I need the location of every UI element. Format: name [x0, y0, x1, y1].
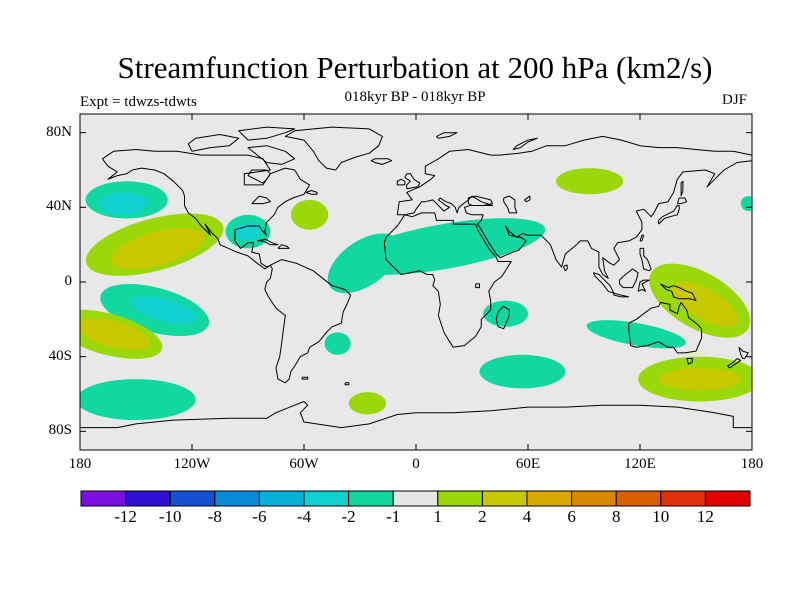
coastline-black-sea	[467, 195, 493, 206]
lon-label: 60E	[515, 456, 541, 472]
anomaly-tasman-pos-inner	[658, 367, 741, 391]
colorbar-label: -10	[158, 507, 182, 526]
season-label: DJF	[722, 92, 748, 108]
coastline-lake-victoria	[475, 283, 480, 289]
coastline-great-lakes	[251, 195, 271, 205]
lat-label: 80S	[48, 422, 72, 439]
colorbar-label: 10	[652, 507, 670, 526]
axis-ticks	[79, 114, 753, 450]
anomaly-wpac-pos-inner	[672, 281, 739, 328]
coastline-new-guinea	[660, 283, 697, 302]
coastline-africa	[383, 212, 512, 348]
coastline-japan	[658, 205, 680, 225]
colorbar-label: -1	[386, 507, 401, 526]
anomaly-npac-neg-inner	[98, 192, 148, 215]
anomaly-madag-neg	[483, 300, 528, 327]
coastline-sumatra	[592, 272, 615, 294]
coastline-madagascar	[495, 305, 510, 330]
anomaly-layer	[80, 168, 752, 421]
anomaly-spac-high-neg	[80, 379, 196, 421]
coastline-aral	[523, 195, 531, 203]
coastline-new-zealand-south	[727, 358, 742, 369]
coastline-caspian	[503, 195, 518, 214]
anomaly-natl-pos	[290, 199, 329, 230]
anomaly-dateline-neg	[740, 196, 752, 212]
lon-label: 120E	[624, 456, 656, 472]
coastline-borneo	[619, 268, 639, 289]
plot-subtitle: 018kyr BP - 018kyr BP	[344, 89, 486, 105]
coastline-tasmania	[686, 358, 693, 365]
anomaly-satl-neg	[324, 332, 351, 355]
anomaly-io-neg	[479, 354, 566, 389]
lon-label: 180	[740, 456, 764, 472]
coastline-greenland	[284, 126, 383, 171]
lon-label: 120W	[173, 456, 211, 472]
coastline-newfoundland	[305, 190, 318, 195]
coastline-hudson-shape	[247, 169, 271, 184]
coastline-britain	[404, 173, 421, 190]
colorbar-label: -2	[341, 507, 356, 526]
lon-label: 0	[412, 456, 420, 472]
anomaly-satl-pos	[348, 392, 387, 415]
colorbar-label: 12	[696, 507, 714, 526]
coastline-sakhalin	[680, 180, 684, 197]
anomaly-swpac-pos-inner	[80, 318, 150, 351]
lat-label: 40S	[48, 347, 72, 364]
lon-label: 180	[68, 456, 92, 472]
coastline-australia	[628, 302, 703, 354]
coastline-ireland	[396, 178, 406, 186]
coastline-south-america	[264, 259, 352, 384]
anomaly-gulf-neg-inner	[234, 222, 262, 241]
lon-label: 60W	[289, 456, 319, 472]
coastline-hokkaido	[676, 197, 688, 205]
coastline-new-zealand-north	[738, 346, 749, 359]
coastline-north-america	[101, 149, 311, 270]
colorbar-label: 4	[522, 507, 532, 526]
colorbar-label: -8	[207, 507, 222, 526]
coastline-iceland	[370, 158, 393, 165]
colorbar-label: 1	[433, 507, 443, 526]
colorbar-label: 2	[478, 507, 487, 526]
coastline-falklands	[301, 376, 309, 380]
coastline-philippines	[639, 247, 652, 272]
coastline-ellesmere	[238, 126, 296, 141]
coastline-sri-lanka	[563, 264, 568, 272]
anomaly-siberia-pos	[556, 168, 624, 195]
coastline-antarctica	[80, 401, 752, 429]
anomaly-spac-neg-inner	[131, 296, 197, 324]
coastline-baffin	[247, 145, 296, 165]
coastline-south-georgia	[344, 382, 350, 386]
coastline-java	[613, 292, 630, 298]
anomaly-aus-neg	[586, 320, 686, 349]
coastline-novaya-zemlya	[512, 137, 538, 150]
lat-label: 0	[64, 273, 73, 289]
experiment-label: Expt = tdwzs-tdwts	[80, 94, 197, 110]
coastline-svalbard	[436, 132, 458, 139]
anomaly-afr-west	[327, 233, 400, 294]
colorbar-label: -12	[114, 507, 137, 526]
colorbar-label: 8	[611, 507, 621, 526]
anomaly-epac-pos-inner	[111, 227, 206, 269]
coastline-taiwan	[639, 234, 645, 242]
coastline-sulawesi	[637, 279, 650, 292]
coastline-layer	[80, 126, 752, 429]
colorbar-label: -6	[252, 507, 267, 526]
lat-label: 40N	[46, 198, 72, 215]
coastline-cuba	[257, 238, 279, 246]
coastline-arctic-islands	[187, 134, 240, 152]
lat-label: 80N	[46, 123, 72, 140]
coastline-hispaniola	[277, 244, 290, 249]
colorbar-label: -4	[296, 507, 312, 526]
plot-title: Streamfunction Perturbation at 200 hPa (…	[117, 50, 713, 85]
colorbar-label: 6	[567, 507, 576, 526]
